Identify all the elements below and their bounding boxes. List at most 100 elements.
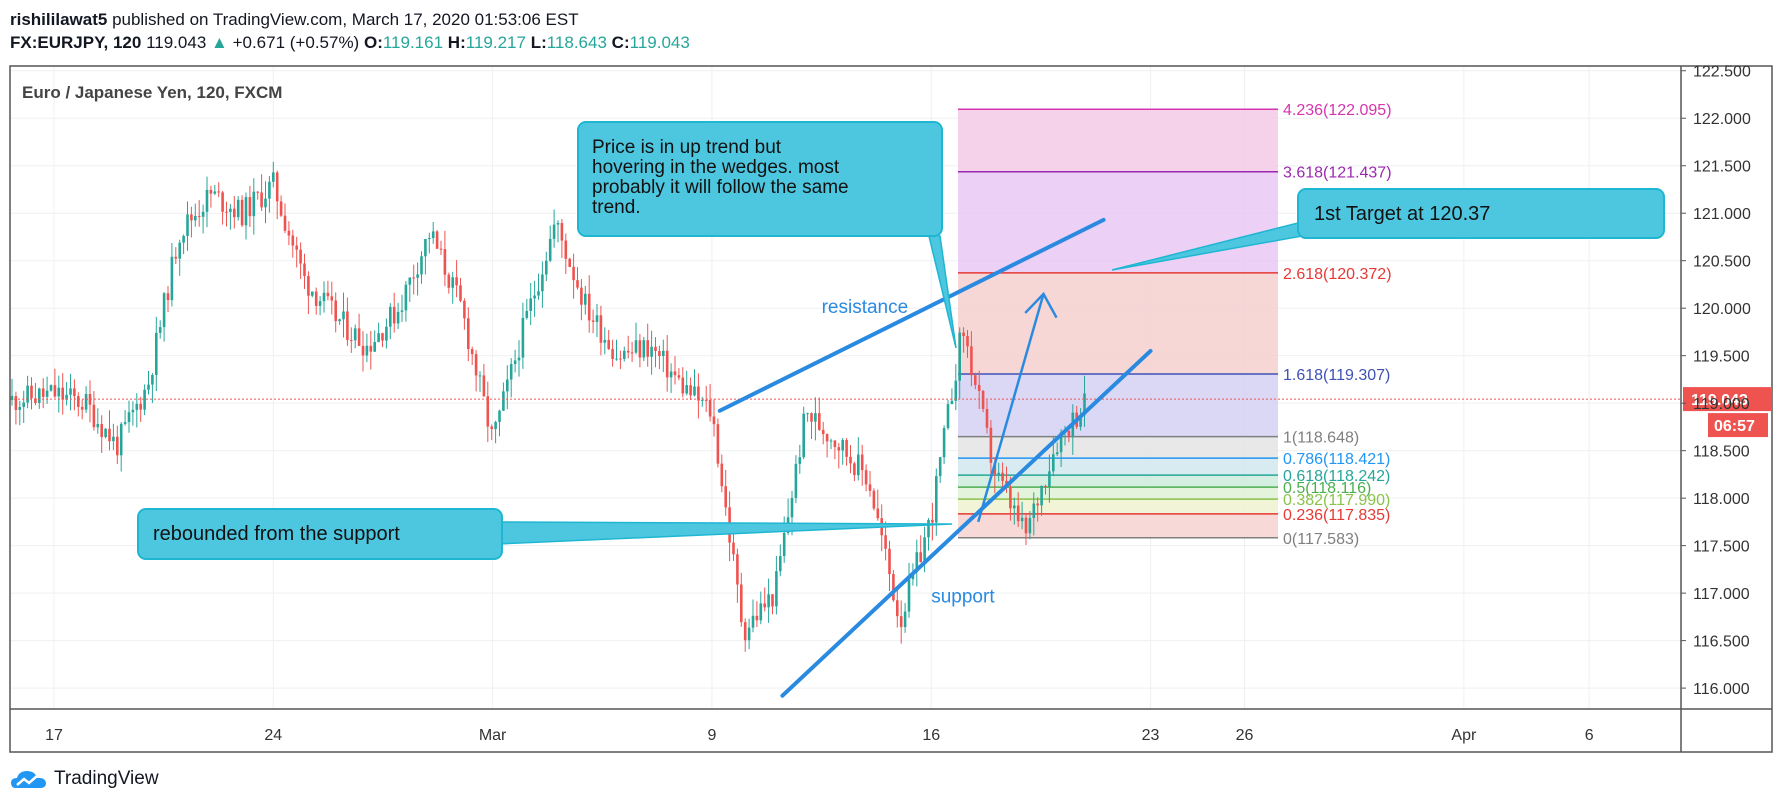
callout-trend-line: Price is in up trend but [592,137,782,158]
candle-body [658,350,661,357]
candle-body [1036,503,1039,506]
last-price-badge [1683,387,1771,412]
candle-body [685,385,688,394]
candle-body [630,352,634,354]
candle-body [190,214,193,221]
projection-arrow [977,293,1045,523]
candle-body [10,396,14,401]
candle-body [611,349,614,359]
callout-support-box [137,508,503,560]
candle-body [837,447,841,451]
candle-body [264,198,267,208]
candle-body [342,311,345,320]
tradingview-logo[interactable]: TradingView [10,768,159,790]
candle-body [61,387,64,400]
time-tick-label: 17 [45,727,63,744]
candle-body [416,274,419,278]
candle-body [127,412,131,423]
candle-body [478,375,482,377]
candle-body [541,274,544,292]
candle-body [751,615,755,628]
candle-body [248,197,252,217]
author-name[interactable]: rishililawat5 [10,10,108,29]
last-price-badge-text: 119.043 [1691,392,1748,409]
price-tick-label: 116.000 [1693,681,1750,698]
candle-body [790,497,794,518]
price-tick-label: 121.500 [1693,159,1751,176]
price-tick-label: 117.500 [1693,539,1750,556]
candle-body [240,199,244,226]
time-tick-label: 16 [922,727,940,744]
candle-body [1016,505,1020,522]
callout-trend-line: probably it will follow the same [592,177,849,198]
candle-body [385,326,388,341]
candle-body [712,416,716,425]
high-value: 119.217 [465,33,526,52]
up-arrow-icon: ▲ [211,33,228,52]
candle-body [907,579,911,612]
candle-body [798,457,802,464]
candle-body [513,360,517,365]
open-label: O: [363,33,383,52]
candle-body [1048,471,1051,488]
chart-frame [9,65,1773,753]
chart-border [9,65,1773,753]
candle-body [732,542,735,555]
support-label: support [931,587,995,608]
candle-body [615,358,618,360]
candle-body [428,238,431,240]
candle-body [1059,432,1063,453]
candle-body [825,434,829,442]
candle-body [525,310,529,318]
candle-body [96,423,100,428]
low-label: L: [530,33,547,52]
candle-body [673,371,677,376]
candle-body [829,440,833,442]
support-trendline [780,348,1153,698]
candle-body [899,616,903,628]
time-tick-label: 26 [1236,727,1254,744]
quote-line: FX:EURJPY, 120 119.043 ▲ +0.671 (+0.57%)… [10,31,690,54]
candle-body [603,339,607,343]
candle-body [361,345,365,356]
candle-body [677,375,681,378]
close-label: C: [611,33,630,52]
candle-body [564,240,568,259]
candle-body [279,201,283,216]
candle-body [322,292,326,302]
price-tick-label: 118.500 [1693,444,1750,461]
fib-zone [958,475,1278,488]
candle-body [404,284,408,311]
high-label: H: [447,33,466,52]
candle-body [888,548,891,575]
candle-body [646,340,649,357]
time-tick-label: Apr [1451,727,1477,744]
candle-body [708,400,712,417]
candle-body [701,399,704,401]
candle-body [420,256,423,275]
time-tick-label: 23 [1142,727,1160,744]
candle-body [1020,517,1024,522]
price-tick-label: 118.000 [1693,491,1750,508]
candle-body [782,532,786,557]
candle-body [923,537,926,563]
tradingview-cloud-icon [11,771,46,788]
candle-body [599,315,603,343]
candle-body [1028,518,1032,534]
candle-body [521,317,525,358]
candle-body [1067,430,1071,437]
candle-body [743,622,747,641]
candle-body [974,375,977,385]
fib-level-label: 2.618(120.372) [1283,266,1392,283]
fib-zone [958,171,1278,273]
candle-body [482,375,486,397]
candle-body [950,400,954,405]
callout-target-text: 1st Target at 120.37 [1314,203,1490,225]
fib-level-label: 4.236(122.095) [1283,102,1392,119]
candle-body [662,350,665,357]
candle-body [45,390,49,397]
candle-body [318,301,322,306]
fib-level-label: 3.618(121.437) [1283,165,1392,182]
chart-header: rishililawat5 published on TradingView.c… [10,8,690,54]
